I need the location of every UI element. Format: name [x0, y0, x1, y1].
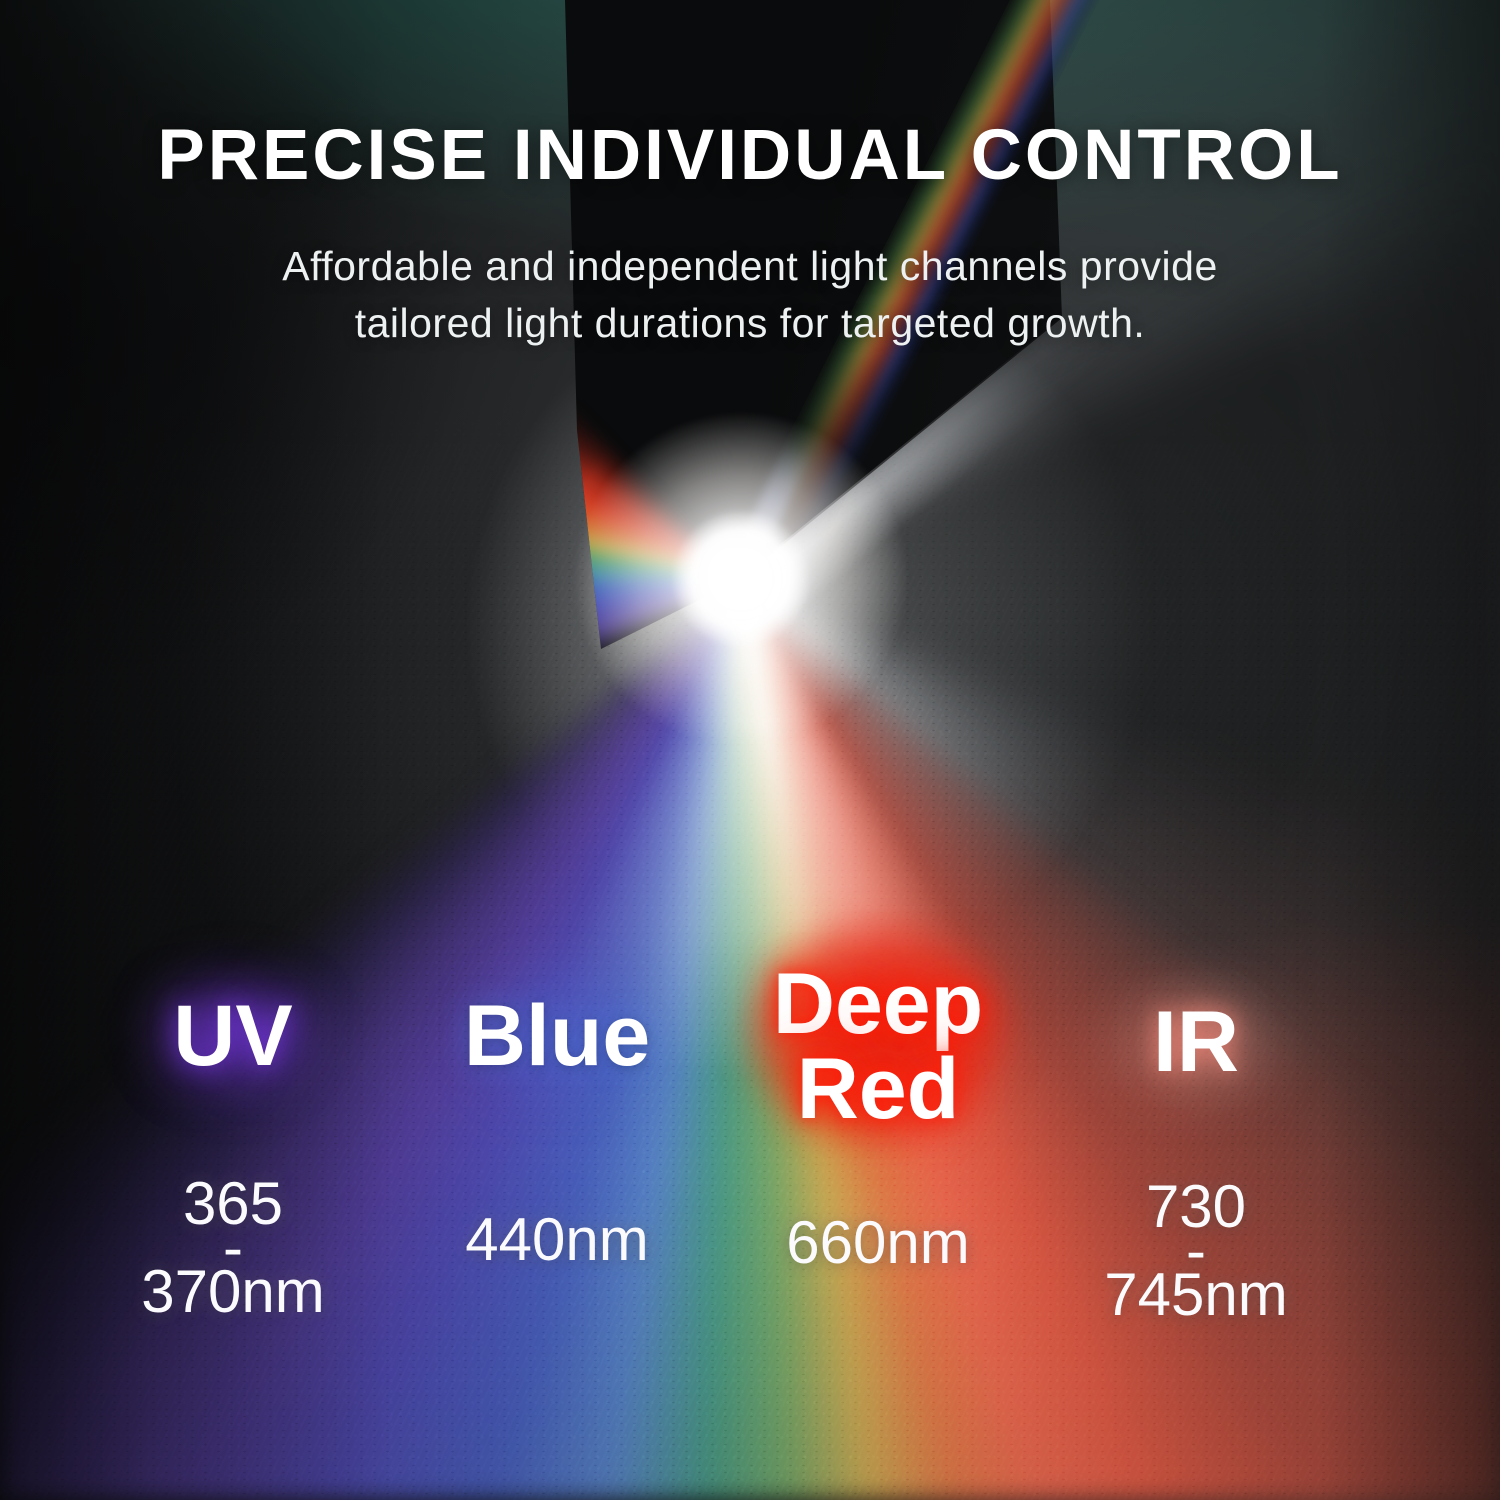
channel-ir-label: IR	[1153, 994, 1239, 1090]
channel-blue-range: 440nm	[465, 1209, 648, 1271]
deep-red-label-glow	[698, 880, 1058, 1185]
channel-deep-red-label: Deep Red	[772, 956, 984, 1137]
channel-uv-label-text: UV	[173, 988, 293, 1084]
channel-ir-range-line-1: 730	[1145, 1173, 1247, 1240]
channel-uv-range-line-3: 370nm	[141, 1258, 325, 1325]
subtitle: Affordable and independent light channel…	[0, 238, 1500, 353]
channel-deep-red-label-line-1: Deep	[772, 956, 984, 1052]
subtitle-line-1: Affordable and independent light channel…	[282, 243, 1218, 289]
channel-ir-label-text: IR	[1153, 994, 1239, 1090]
channel-blue-label: Blue	[463, 988, 651, 1084]
ir-label-glow	[1036, 925, 1356, 1160]
page-title: PRECISE INDIVIDUAL CONTROL	[157, 116, 1343, 195]
channel-blue-label-text: Blue	[463, 988, 651, 1084]
uv-label-glow	[93, 925, 373, 1140]
channel-deep-red-range: 660nm	[786, 1212, 969, 1274]
channel-uv-range-line-1: 365	[182, 1170, 284, 1237]
channel-deep-red-range-line-1: 660nm	[786, 1209, 970, 1276]
channel-uv-range-line-2: -	[223, 1214, 243, 1281]
channel-ir-range-line-3: 745nm	[1104, 1261, 1288, 1328]
channel-uv-range: 365 - 370nm	[141, 1170, 325, 1325]
channel-ir-range-line-2: -	[1186, 1217, 1206, 1284]
channel-deep-red-label-line-2: Red	[796, 1041, 960, 1137]
channel-blue-range-line-1: 440nm	[465, 1206, 649, 1273]
blue-label-glow	[407, 925, 707, 1145]
channel-ir-range: 730 - 745nm	[1104, 1173, 1288, 1328]
subtitle-line-2: tailored light durations for targeted gr…	[354, 300, 1146, 347]
channel-uv-label: UV	[173, 988, 293, 1084]
